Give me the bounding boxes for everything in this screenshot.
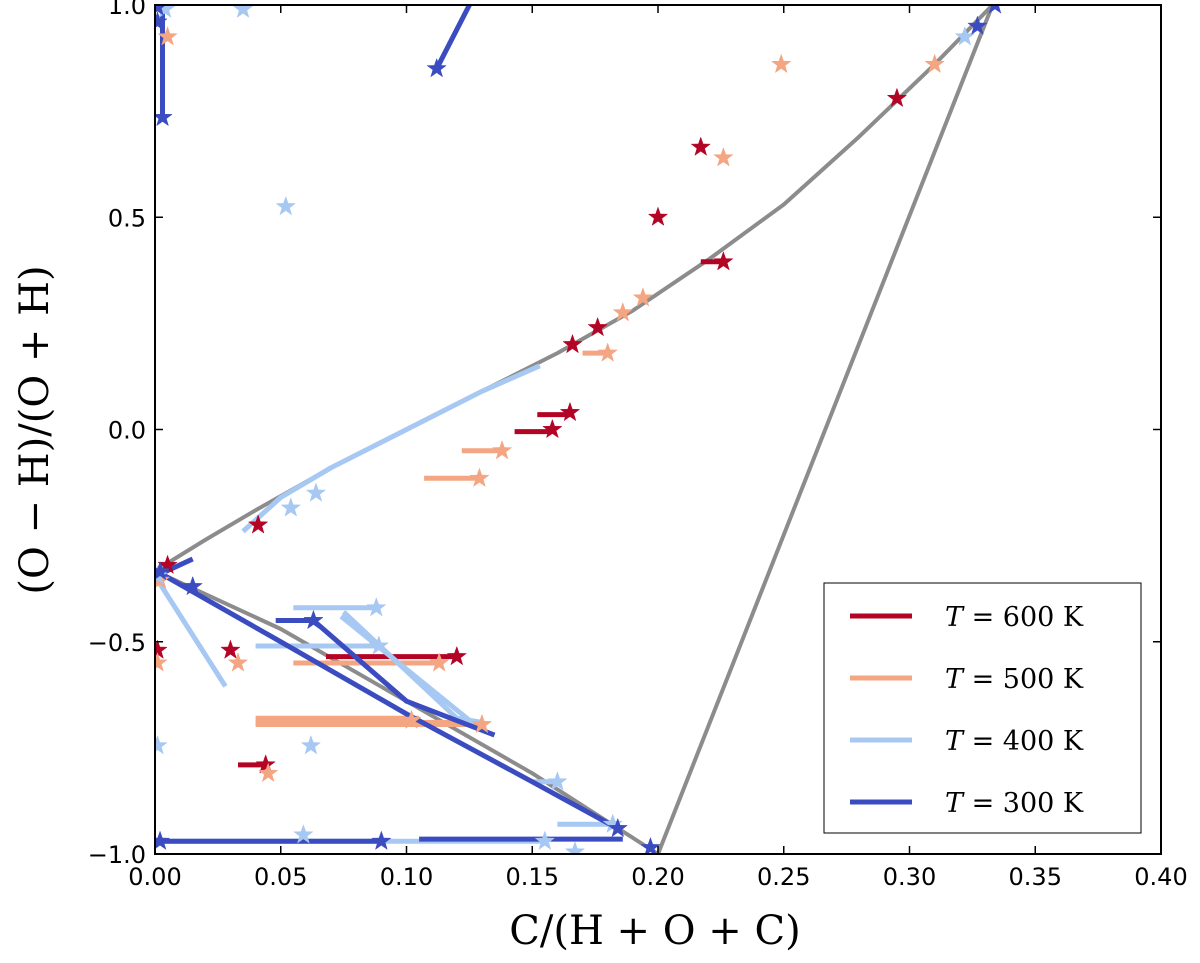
legend-label-600k: T = 600 K xyxy=(945,602,1084,633)
star-marker-300k-0 xyxy=(155,5,167,16)
star-marker-600k-8 xyxy=(247,514,269,534)
star-marker-600k-6 xyxy=(559,401,581,422)
star-marker-300k-7 xyxy=(182,575,203,596)
star-marker-400k-15 xyxy=(564,841,586,854)
star-marker-400k-6 xyxy=(366,597,387,617)
star-marker-300k-11 xyxy=(155,830,171,850)
star-marker-500k-2 xyxy=(713,147,734,167)
plot-area xyxy=(155,5,1002,854)
x-tick-label: 0.20 xyxy=(631,863,684,891)
star-marker-300k-9 xyxy=(607,817,628,838)
star-marker-600k-2 xyxy=(886,87,908,108)
x-tick-label: 0.10 xyxy=(380,863,433,891)
star-marker-300k-10 xyxy=(640,836,661,854)
x-tick-label: 0.05 xyxy=(254,863,307,891)
star-marker-600k-7 xyxy=(542,418,563,439)
x-tick-label: 0.30 xyxy=(883,863,936,891)
legend-label-500k: T = 500 K xyxy=(945,664,1084,695)
star-marker-500k-15 xyxy=(257,762,279,783)
star-marker-600k-11 xyxy=(220,639,241,659)
star-marker-600k-12 xyxy=(446,645,468,666)
star-marker-400k-4 xyxy=(280,497,302,517)
star-marker-300k-1 xyxy=(155,11,168,31)
track-400k-0 xyxy=(241,363,541,534)
star-marker-400k-14 xyxy=(534,830,556,850)
star-marker-300k-5 xyxy=(988,5,1002,14)
star-marker-500k-10 xyxy=(155,652,168,672)
star-marker-300k-6 xyxy=(155,560,171,581)
star-marker-400k-13 xyxy=(293,824,314,844)
star-marker-500k-13 xyxy=(471,713,493,734)
x-tick-label: 0.00 xyxy=(128,863,181,891)
legend-label-400k: T = 400 K xyxy=(945,726,1084,757)
star-marker-500k-5 xyxy=(597,342,618,362)
star-marker-500k-1 xyxy=(770,53,792,74)
track-400k-1 xyxy=(155,574,228,688)
legend-box xyxy=(823,582,1142,834)
star-marker-400k-7 xyxy=(368,635,390,655)
y-axis-label: (O − H)/(O + H) xyxy=(12,265,58,594)
star-marker-300k-3 xyxy=(426,57,447,78)
legend-label-300k: T = 300 K xyxy=(945,788,1084,819)
star-marker-500k-8 xyxy=(157,26,178,46)
star-marker-400k-3 xyxy=(305,482,327,502)
track-300k-5 xyxy=(311,618,496,738)
star-marker-500k-14 xyxy=(401,709,422,729)
track-400k-5 xyxy=(339,614,471,723)
x-tick-label: 0.15 xyxy=(506,863,559,891)
star-marker-500k-0 xyxy=(924,53,945,74)
star-marker-600k-3 xyxy=(713,251,734,271)
y-tick-label: 1.0 xyxy=(108,0,146,20)
star-marker-500k-11 xyxy=(227,652,249,672)
x-tick-label: 0.25 xyxy=(757,863,810,891)
star-marker-500k-4 xyxy=(612,301,634,322)
star-marker-500k-7 xyxy=(469,467,490,488)
star-marker-400k-9 xyxy=(300,734,322,755)
star-marker-500k-12 xyxy=(428,652,450,672)
track-300k-1 xyxy=(434,5,472,70)
plot-frame xyxy=(154,4,1162,855)
star-marker-400k-8 xyxy=(155,734,168,755)
star-marker-300k-12 xyxy=(371,830,392,850)
star-marker-600k-4 xyxy=(587,316,608,337)
star-marker-300k-4 xyxy=(967,15,988,35)
star-marker-600k-0 xyxy=(647,206,669,226)
y-tick-label: −1.0 xyxy=(88,841,146,869)
x-tick-label: 0.35 xyxy=(1009,863,1062,891)
star-marker-600k-13 xyxy=(255,754,276,774)
star-marker-600k-1 xyxy=(690,136,711,156)
x-tick-label: 0.40 xyxy=(1134,863,1187,891)
y-tick-label: 0.5 xyxy=(108,204,146,232)
track-300k-3 xyxy=(156,569,619,831)
y-tick-label: −0.5 xyxy=(88,629,146,657)
star-marker-400k-10 xyxy=(547,771,568,791)
legend: T = 600 K T = 500 K T = 400 K T = 300 K xyxy=(823,582,1142,834)
x-axis-label: C/(H + O + C) xyxy=(509,908,800,954)
star-marker-400k-1 xyxy=(232,5,254,18)
y-tick-label: 0.0 xyxy=(108,417,146,445)
star-marker-500k-3 xyxy=(632,287,654,307)
axis-ticks: 0.00 0.05 0.10 0.15 0.20 0.25 0.30 0.35 0.40 −1.0… xyxy=(88,0,1188,891)
star-marker-500k-6 xyxy=(491,439,513,460)
star-marker-300k-8 xyxy=(303,609,324,630)
star-marker-400k-2 xyxy=(275,195,297,216)
star-marker-600k-5 xyxy=(562,333,583,354)
